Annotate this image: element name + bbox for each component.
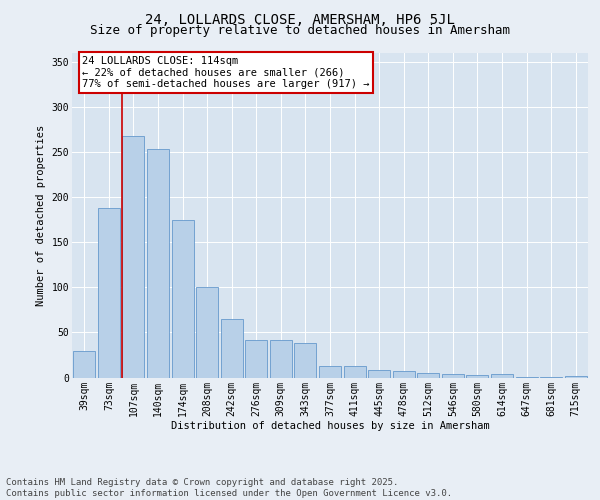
Bar	[417, 373, 439, 378]
Bar	[98, 208, 120, 378]
Bar	[368, 370, 390, 378]
Bar	[122, 136, 145, 378]
Bar	[319, 366, 341, 378]
Bar	[565, 376, 587, 378]
Text: Size of property relative to detached houses in Amersham: Size of property relative to detached ho…	[90, 24, 510, 37]
Bar	[540, 376, 562, 378]
Bar	[172, 220, 194, 378]
Bar	[73, 352, 95, 378]
Bar	[295, 343, 316, 378]
Bar	[466, 375, 488, 378]
Bar	[196, 287, 218, 378]
Bar	[392, 371, 415, 378]
Bar	[245, 340, 268, 378]
Y-axis label: Number of detached properties: Number of detached properties	[36, 124, 46, 306]
Text: Contains HM Land Registry data © Crown copyright and database right 2025.
Contai: Contains HM Land Registry data © Crown c…	[6, 478, 452, 498]
Bar	[147, 149, 169, 378]
X-axis label: Distribution of detached houses by size in Amersham: Distribution of detached houses by size …	[170, 421, 490, 431]
Text: 24, LOLLARDS CLOSE, AMERSHAM, HP6 5JL: 24, LOLLARDS CLOSE, AMERSHAM, HP6 5JL	[145, 12, 455, 26]
Bar	[221, 319, 243, 378]
Bar	[491, 374, 513, 378]
Bar	[515, 376, 538, 378]
Bar	[344, 366, 365, 378]
Bar	[270, 340, 292, 378]
Text: 24 LOLLARDS CLOSE: 114sqm
← 22% of detached houses are smaller (266)
77% of semi: 24 LOLLARDS CLOSE: 114sqm ← 22% of detac…	[82, 56, 370, 89]
Bar	[442, 374, 464, 378]
